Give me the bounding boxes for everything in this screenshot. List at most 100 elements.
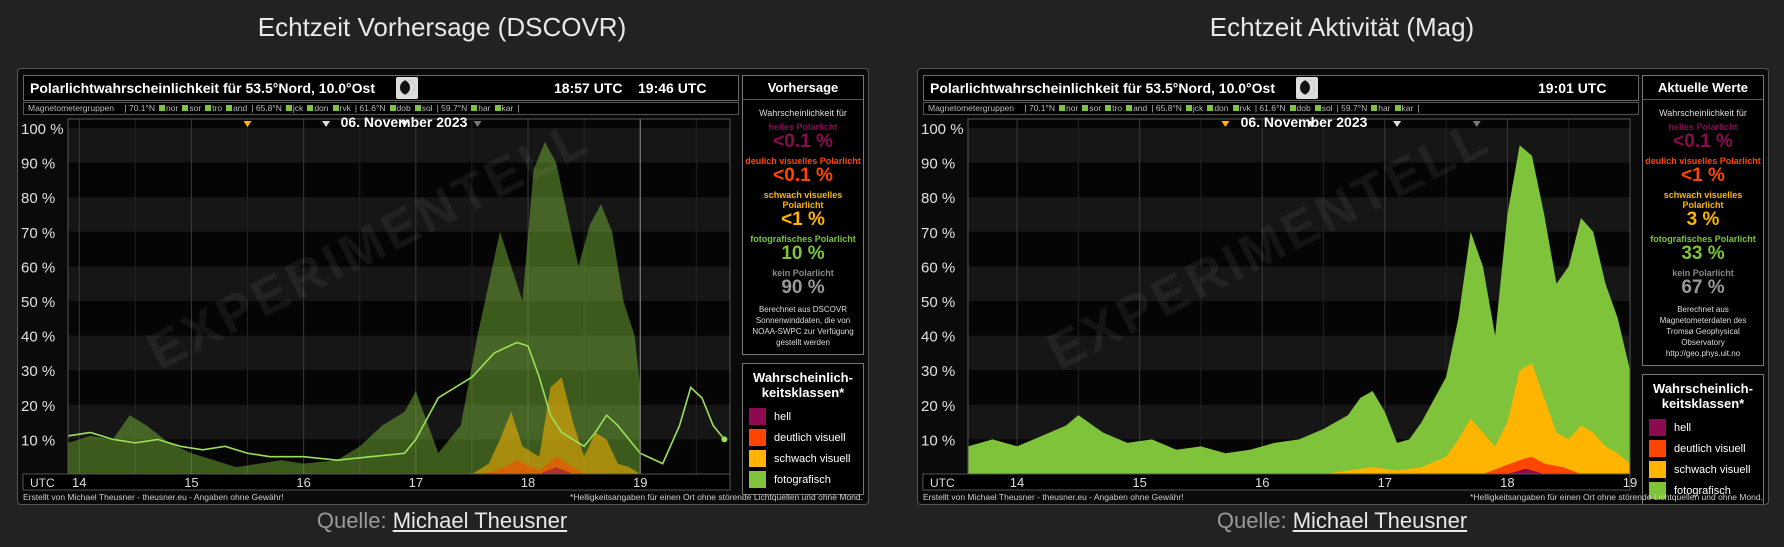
legend-swatch [1649, 461, 1666, 478]
station-marker [494, 105, 501, 111]
x-tick-label: 18 [1500, 475, 1514, 490]
source-line: Quelle: Michael Theusner [917, 508, 1767, 534]
footer-credit: Erstellt von Michael Theusner - theusner… [923, 492, 1184, 502]
legend-label: schwach visuell [774, 452, 851, 465]
legend-title: Wahrscheinlich-keitsklassen* [1653, 381, 1753, 411]
y-tick-label: 80 % [21, 190, 55, 207]
source-label: Quelle: [1216, 508, 1287, 533]
legend-label: hell [774, 410, 792, 423]
legend-swatch [749, 408, 766, 425]
side-intro: Wahrscheinlichkeit für [759, 108, 847, 118]
station-label: sol [1321, 103, 1333, 113]
legend-item: fotografisch [743, 469, 863, 490]
legend-label: fotografisch [1674, 484, 1731, 497]
mag-group-lat: | 59.7°N [1336, 103, 1368, 113]
y-tick-label: 40 % [21, 329, 55, 346]
mag-groups-list: | 70.1°N nor sor tro and | 65.8°N jck don rvk | 6… [120, 103, 519, 113]
station-marker [205, 105, 212, 111]
class-label: deulich visuelles Polarlicht [1645, 156, 1761, 166]
plot-border [967, 118, 1631, 475]
x-tick-label: 17 [1378, 475, 1392, 490]
station-label: sor [1089, 103, 1102, 113]
station-label: nor [1066, 103, 1079, 113]
y-tick-label: 40 % [921, 329, 955, 346]
mag-group-lat: | 59.7°N [436, 103, 468, 113]
station-marker [1105, 105, 1112, 111]
class-value: 67 % [1681, 277, 1725, 298]
station-label: and [1133, 103, 1148, 113]
side-note: Berechnet aus Magnetometerdaten des Trom… [1659, 305, 1747, 358]
class-value: <0.1 % [773, 165, 833, 186]
station-label: har [1378, 103, 1391, 113]
station-marker [389, 105, 396, 111]
mag-groups-label: Magnetometergruppen [28, 103, 115, 113]
class-label: fotografisches Polarlicht [1650, 234, 1756, 244]
mag-groups-list: | 70.1°N nor sor tro and | 65.8°N jck don rvk | 6… [1020, 103, 1419, 113]
x-tick-label: 16 [296, 475, 310, 490]
station-label: sol [421, 103, 433, 113]
x-axis-label: UTC [30, 476, 55, 490]
station-marker [471, 105, 478, 111]
station-marker [1314, 105, 1321, 111]
y-tick-label: 60 % [21, 259, 55, 276]
event-marker [473, 121, 482, 127]
class-value: <1 % [1681, 165, 1725, 186]
panel-title: Echtzeit Aktivität (Mag) [1209, 12, 1475, 42]
chart-footer: Erstellt von Michael Theusner - theusner… [923, 492, 1763, 502]
moon-phase-icon [1296, 77, 1318, 99]
x-tick-label: 19 [633, 475, 647, 490]
class-label: kein Polarlicht [772, 268, 834, 278]
station-marker [1207, 105, 1214, 111]
magnetometer-groups: Magnetometergruppen | 70.1°N nor sor tro and… [923, 102, 1639, 115]
y-tick-label: 80 % [921, 190, 955, 207]
area-schwach visuell [968, 363, 1630, 474]
side-note: Berechnet aus DSCOVR Sonnenwinddaten, di… [752, 305, 854, 347]
x-axis-label: UTC [930, 476, 955, 490]
y-tick-label: 100 % [921, 121, 964, 138]
y-tick-label: 100 % [21, 121, 64, 138]
line-endpoint [721, 436, 728, 443]
forecast-chart-frame: 100 % 90 % 80 % 70 % 60 % 50 % 40 % 30 % 20 % 10 … [17, 68, 869, 505]
location-label: Polarlichtwahrscheinlichkeit für 53.5°No… [30, 80, 375, 96]
source-link[interactable]: Michael Theusner [1292, 508, 1468, 533]
station-label: jck [1192, 103, 1204, 113]
event-marker [1393, 121, 1402, 127]
panel-title: Echtzeit Vorhersage (DSCOVR) [257, 12, 627, 42]
source-link[interactable]: Michael Theusner [392, 508, 568, 533]
grid-band [68, 197, 730, 232]
probability-list: helles Polarlicht <0.1 % deulich visuelles… [1643, 122, 1763, 298]
x-tick-label: 18 [521, 475, 535, 490]
grid-band [68, 335, 730, 371]
y-tick-label: 50 % [21, 294, 55, 311]
forecast-panel: Echtzeit Vorhersage (DSCOVR) 100 % 90 % 80… [17, 0, 869, 547]
class-label: deulich visuelles Polarlicht [745, 156, 861, 166]
y-tick-label: 50 % [921, 294, 955, 311]
x-axis-band [922, 473, 1631, 491]
area-deutlich visuell [968, 456, 1630, 474]
station-marker [1371, 105, 1378, 111]
x-tick-label: 15 [1132, 475, 1146, 490]
forecast-chart: 100 % 90 % 80 % 70 % 60 % 50 % 40 % 30 % 20 % 10 … [21, 118, 731, 491]
side-header: Aktuelle Werte [1643, 76, 1763, 100]
legend-swatch [749, 429, 766, 446]
grid-band [68, 404, 730, 440]
y-tick-label: 90 % [21, 156, 55, 173]
current-time: 18:57 UTC [554, 80, 623, 96]
legend: Wahrscheinlich-keitsklassen* hell deutlic… [1642, 374, 1764, 504]
class-label: helles Polarlicht [768, 122, 838, 132]
class-value: <1 % [781, 209, 825, 230]
chart-header: Polarlichtwahrscheinlichkeit für 53.5°No… [923, 75, 1639, 101]
forecast-time: 19:46 UTC [638, 80, 707, 96]
event-marker [322, 121, 331, 127]
class-value: 33 % [1681, 243, 1725, 264]
y-tick-label: 10 % [921, 432, 955, 449]
mag-group-lat: | 61.6°N [1254, 103, 1286, 113]
y-tick-label: 30 % [921, 363, 955, 380]
legend-swatch [1649, 482, 1666, 499]
station-marker [1289, 105, 1296, 111]
station-label: tro [1112, 103, 1123, 113]
class-label: kein Polarlicht [1672, 268, 1734, 278]
station-marker [1232, 105, 1239, 111]
station-label: nor [166, 103, 179, 113]
location-label: Polarlichtwahrscheinlichkeit für 53.5°No… [930, 80, 1275, 96]
